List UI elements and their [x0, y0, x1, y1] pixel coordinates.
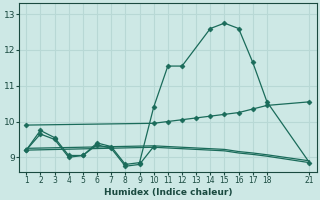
X-axis label: Humidex (Indice chaleur): Humidex (Indice chaleur) [104, 188, 232, 197]
